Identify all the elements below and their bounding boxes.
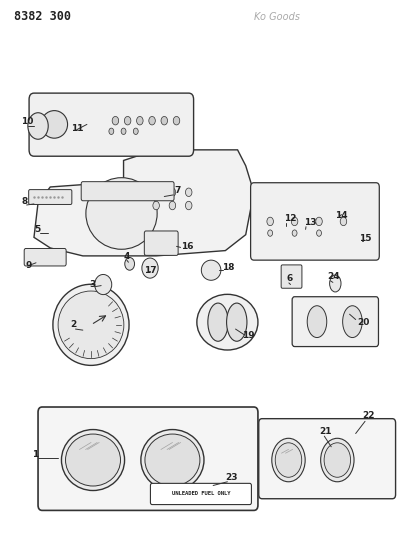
Text: 22: 22 <box>361 410 373 419</box>
Text: 6: 6 <box>286 274 292 284</box>
Text: 1: 1 <box>32 450 38 459</box>
Text: 13: 13 <box>303 218 316 227</box>
Circle shape <box>333 217 337 223</box>
FancyBboxPatch shape <box>292 297 378 346</box>
Ellipse shape <box>65 434 120 486</box>
Circle shape <box>112 116 118 125</box>
Ellipse shape <box>85 177 157 249</box>
Circle shape <box>124 116 130 125</box>
Ellipse shape <box>94 274 112 295</box>
Circle shape <box>161 116 167 125</box>
Text: 3: 3 <box>89 280 95 289</box>
FancyBboxPatch shape <box>38 407 257 511</box>
Circle shape <box>339 217 346 225</box>
FancyBboxPatch shape <box>281 265 301 288</box>
Text: 8382 300: 8382 300 <box>13 10 70 23</box>
Ellipse shape <box>271 438 304 482</box>
Circle shape <box>169 188 175 197</box>
Circle shape <box>316 230 321 236</box>
Circle shape <box>169 201 175 210</box>
Text: 4: 4 <box>123 252 130 261</box>
Ellipse shape <box>207 303 228 341</box>
Circle shape <box>291 217 297 225</box>
Circle shape <box>133 128 138 134</box>
Text: 12: 12 <box>284 214 296 223</box>
Text: 11: 11 <box>70 124 83 133</box>
Text: 2: 2 <box>70 320 76 329</box>
Text: 15: 15 <box>358 234 371 243</box>
FancyBboxPatch shape <box>317 209 354 232</box>
Ellipse shape <box>53 284 129 366</box>
FancyBboxPatch shape <box>29 190 72 205</box>
Ellipse shape <box>280 222 288 234</box>
Circle shape <box>148 116 155 125</box>
FancyBboxPatch shape <box>24 248 66 266</box>
Ellipse shape <box>306 306 326 337</box>
Circle shape <box>109 128 114 134</box>
Ellipse shape <box>196 294 257 350</box>
Circle shape <box>124 257 134 270</box>
Circle shape <box>292 230 296 236</box>
Circle shape <box>121 128 126 134</box>
Ellipse shape <box>141 430 204 490</box>
Text: 18: 18 <box>222 263 234 272</box>
Ellipse shape <box>144 434 200 486</box>
Ellipse shape <box>324 443 350 477</box>
Ellipse shape <box>299 225 306 237</box>
Ellipse shape <box>41 111 67 138</box>
Circle shape <box>153 188 159 197</box>
Text: 16: 16 <box>180 242 193 251</box>
Ellipse shape <box>329 275 340 292</box>
Circle shape <box>315 217 321 225</box>
Ellipse shape <box>274 443 301 477</box>
Ellipse shape <box>356 230 369 255</box>
FancyBboxPatch shape <box>150 483 251 505</box>
FancyBboxPatch shape <box>29 93 193 156</box>
FancyBboxPatch shape <box>250 183 378 260</box>
Text: 24: 24 <box>326 272 339 281</box>
Ellipse shape <box>226 303 246 341</box>
Ellipse shape <box>342 306 361 337</box>
Text: 14: 14 <box>335 211 347 220</box>
Ellipse shape <box>142 258 158 278</box>
Text: Ko Goods: Ko Goods <box>253 12 299 22</box>
Text: 9: 9 <box>26 261 32 270</box>
Circle shape <box>153 201 159 210</box>
Circle shape <box>341 217 345 223</box>
Text: 23: 23 <box>225 473 237 482</box>
Text: 8: 8 <box>22 197 28 206</box>
FancyBboxPatch shape <box>144 231 178 255</box>
Circle shape <box>266 217 273 225</box>
Text: UNLEADED FUEL ONLY: UNLEADED FUEL ONLY <box>171 491 229 496</box>
Text: 20: 20 <box>356 318 369 327</box>
Text: 7: 7 <box>174 187 180 195</box>
Text: 17: 17 <box>144 266 156 275</box>
Polygon shape <box>34 150 253 256</box>
Circle shape <box>28 113 48 139</box>
Text: 21: 21 <box>318 426 331 435</box>
Circle shape <box>185 188 191 197</box>
Circle shape <box>324 217 328 223</box>
Text: 19: 19 <box>242 331 254 340</box>
Ellipse shape <box>58 291 124 359</box>
Circle shape <box>267 230 272 236</box>
FancyBboxPatch shape <box>258 419 395 499</box>
Circle shape <box>173 116 179 125</box>
Ellipse shape <box>201 260 220 280</box>
Ellipse shape <box>320 438 353 482</box>
Circle shape <box>136 116 143 125</box>
FancyBboxPatch shape <box>81 182 174 201</box>
Ellipse shape <box>61 430 124 490</box>
Circle shape <box>185 201 191 210</box>
Text: 5: 5 <box>34 225 40 234</box>
Text: 10: 10 <box>21 117 33 126</box>
